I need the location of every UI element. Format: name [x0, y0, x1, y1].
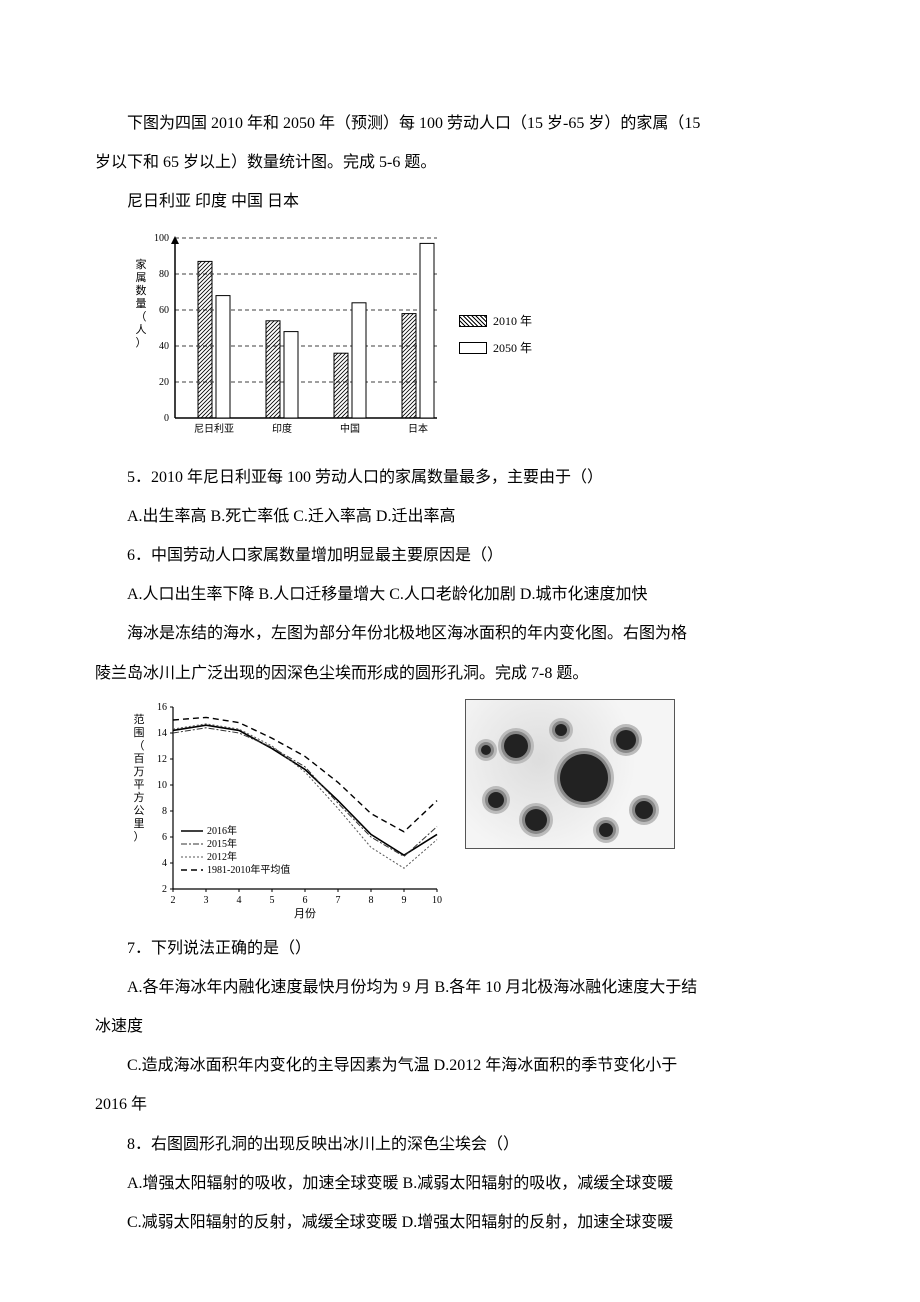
question-7-options-line2: C.造成海冰面积年内变化的主导因素为气温 D.2012 年海冰面积的季节变化小于 — [95, 1052, 825, 1079]
svg-text:14: 14 — [157, 728, 167, 739]
svg-text:12: 12 — [157, 754, 167, 765]
svg-text:方: 方 — [134, 790, 145, 804]
svg-text:（: （ — [136, 310, 147, 323]
question-7-options-line1: A.各年海冰年内融化速度最快月份均为 9 月 B.各年 10 月北极海冰融化速度… — [95, 974, 825, 1001]
svg-text:80: 80 — [159, 269, 169, 280]
intro-text-2a: 海冰是冻结的海水，左图为部分年份北极地区海冰面积的年内变化图。右图为格 — [95, 620, 825, 647]
svg-text:量: 量 — [136, 297, 147, 310]
svg-text:里: 里 — [134, 817, 145, 830]
question-8-options-line1: A.增强太阳辐射的吸收，加速全球变暖 B.减弱太阳辐射的吸收，减缓全球变暖 — [95, 1170, 825, 1197]
svg-text:尼日利亚: 尼日利亚 — [194, 423, 234, 435]
bar-chart-container: 0 20 40 60 80 100 家属数量（人） 尼日利亚 印度 中国 日本 2010 年 205… — [127, 228, 825, 448]
question-7: 7．下列说法正确的是（） — [95, 935, 825, 962]
svg-text:万: 万 — [134, 766, 145, 778]
svg-text:日本: 日本 — [408, 422, 428, 435]
svg-text:8: 8 — [369, 895, 374, 906]
svg-text:）: ） — [134, 830, 145, 843]
svg-text:范: 范 — [134, 712, 145, 726]
svg-text:平: 平 — [134, 779, 145, 791]
bar-chart: 0 20 40 60 80 100 家属数量（人） 尼日利亚 印度 中国 日本 — [127, 228, 447, 448]
svg-text:2: 2 — [162, 884, 167, 895]
svg-text:2: 2 — [171, 895, 176, 906]
question-8-options-line2: C.减弱太阳辐射的反射，减缓全球变暖 D.增强太阳辐射的反射，加速全球变暖 — [95, 1209, 825, 1236]
svg-text:2015年: 2015年 — [207, 837, 237, 850]
question-6: 6．中国劳动人口家属数量增加明显最主要原因是（） — [95, 542, 825, 569]
svg-text:2016年: 2016年 — [207, 824, 237, 837]
question-5-options: A.出生率高 B.死亡率低 C.迁入率高 D.迁出率高 — [95, 503, 825, 530]
svg-text:7: 7 — [336, 895, 341, 906]
svg-text:6: 6 — [162, 832, 167, 843]
holes-photo — [465, 699, 675, 849]
svg-text:60: 60 — [159, 305, 169, 316]
svg-text:1981-2010年平均值: 1981-2010年平均值 — [207, 863, 290, 876]
svg-text:10: 10 — [432, 895, 442, 906]
bar-chart-legend: 2010 年 2050 年 — [459, 311, 532, 364]
intro-text-1b: 岁以下和 65 岁以上）数量统计图。完成 5-6 题。 — [95, 149, 825, 176]
svg-text:印度: 印度 — [272, 422, 292, 435]
svg-text:人: 人 — [136, 323, 147, 336]
figure-row: 2468101214162345678910月份范围（百万平方公里）2016年2… — [127, 699, 825, 919]
legend-swatch-2050 — [459, 342, 487, 354]
intro-text-2b: 陵兰岛冰川上广泛出现的因深色尘埃而形成的圆形孔洞。完成 7-8 题。 — [95, 660, 825, 687]
legend-swatch-2010 — [459, 315, 487, 327]
svg-text:月份: 月份 — [294, 907, 316, 919]
svg-text:家: 家 — [136, 257, 147, 271]
question-7-options-line2-cont: 2016 年 — [95, 1091, 825, 1118]
question-8: 8．右图圆形孔洞的出现反映出冰川上的深色尘埃会（） — [95, 1131, 825, 1158]
svg-text:9: 9 — [402, 895, 407, 906]
svg-text:4: 4 — [162, 858, 167, 869]
svg-text:20: 20 — [159, 377, 169, 388]
svg-text:数: 数 — [136, 284, 147, 297]
svg-text:3: 3 — [204, 895, 209, 906]
svg-text:10: 10 — [157, 780, 167, 791]
svg-text:2012年: 2012年 — [207, 850, 237, 863]
svg-text:0: 0 — [164, 413, 169, 424]
svg-text:6: 6 — [303, 895, 308, 906]
svg-text:）: ） — [136, 336, 147, 349]
line-chart: 2468101214162345678910月份范围（百万平方公里）2016年2… — [127, 699, 447, 919]
svg-text:围: 围 — [134, 726, 145, 739]
svg-text:4: 4 — [237, 895, 242, 906]
question-6-options: A.人口出生率下降 B.人口迁移量增大 C.人口老龄化加剧 D.城市化速度加快 — [95, 581, 825, 608]
question-7-options-line1-cont: 冰速度 — [95, 1013, 825, 1040]
svg-text:16: 16 — [157, 702, 167, 713]
svg-text:百: 百 — [134, 753, 145, 765]
svg-text:5: 5 — [270, 895, 275, 906]
svg-text:中国: 中国 — [340, 422, 360, 435]
legend-label-2050: 2050 年 — [493, 338, 532, 358]
question-5: 5．2010 年尼日利亚每 100 劳动人口的家属数量最多，主要由于（） — [95, 464, 825, 491]
svg-text:8: 8 — [162, 806, 167, 817]
svg-text:公: 公 — [134, 805, 145, 817]
svg-text:40: 40 — [159, 341, 169, 352]
svg-text:100: 100 — [154, 233, 169, 244]
intro-text-1a: 下图为四国 2010 年和 2050 年（预测）每 100 劳动人口（15 岁-… — [95, 110, 825, 137]
country-legend-line: 尼日利亚 印度 中国 日本 — [95, 188, 825, 215]
svg-text:（: （ — [134, 739, 145, 752]
legend-label-2010: 2010 年 — [493, 311, 532, 331]
svg-text:属: 属 — [136, 271, 147, 284]
